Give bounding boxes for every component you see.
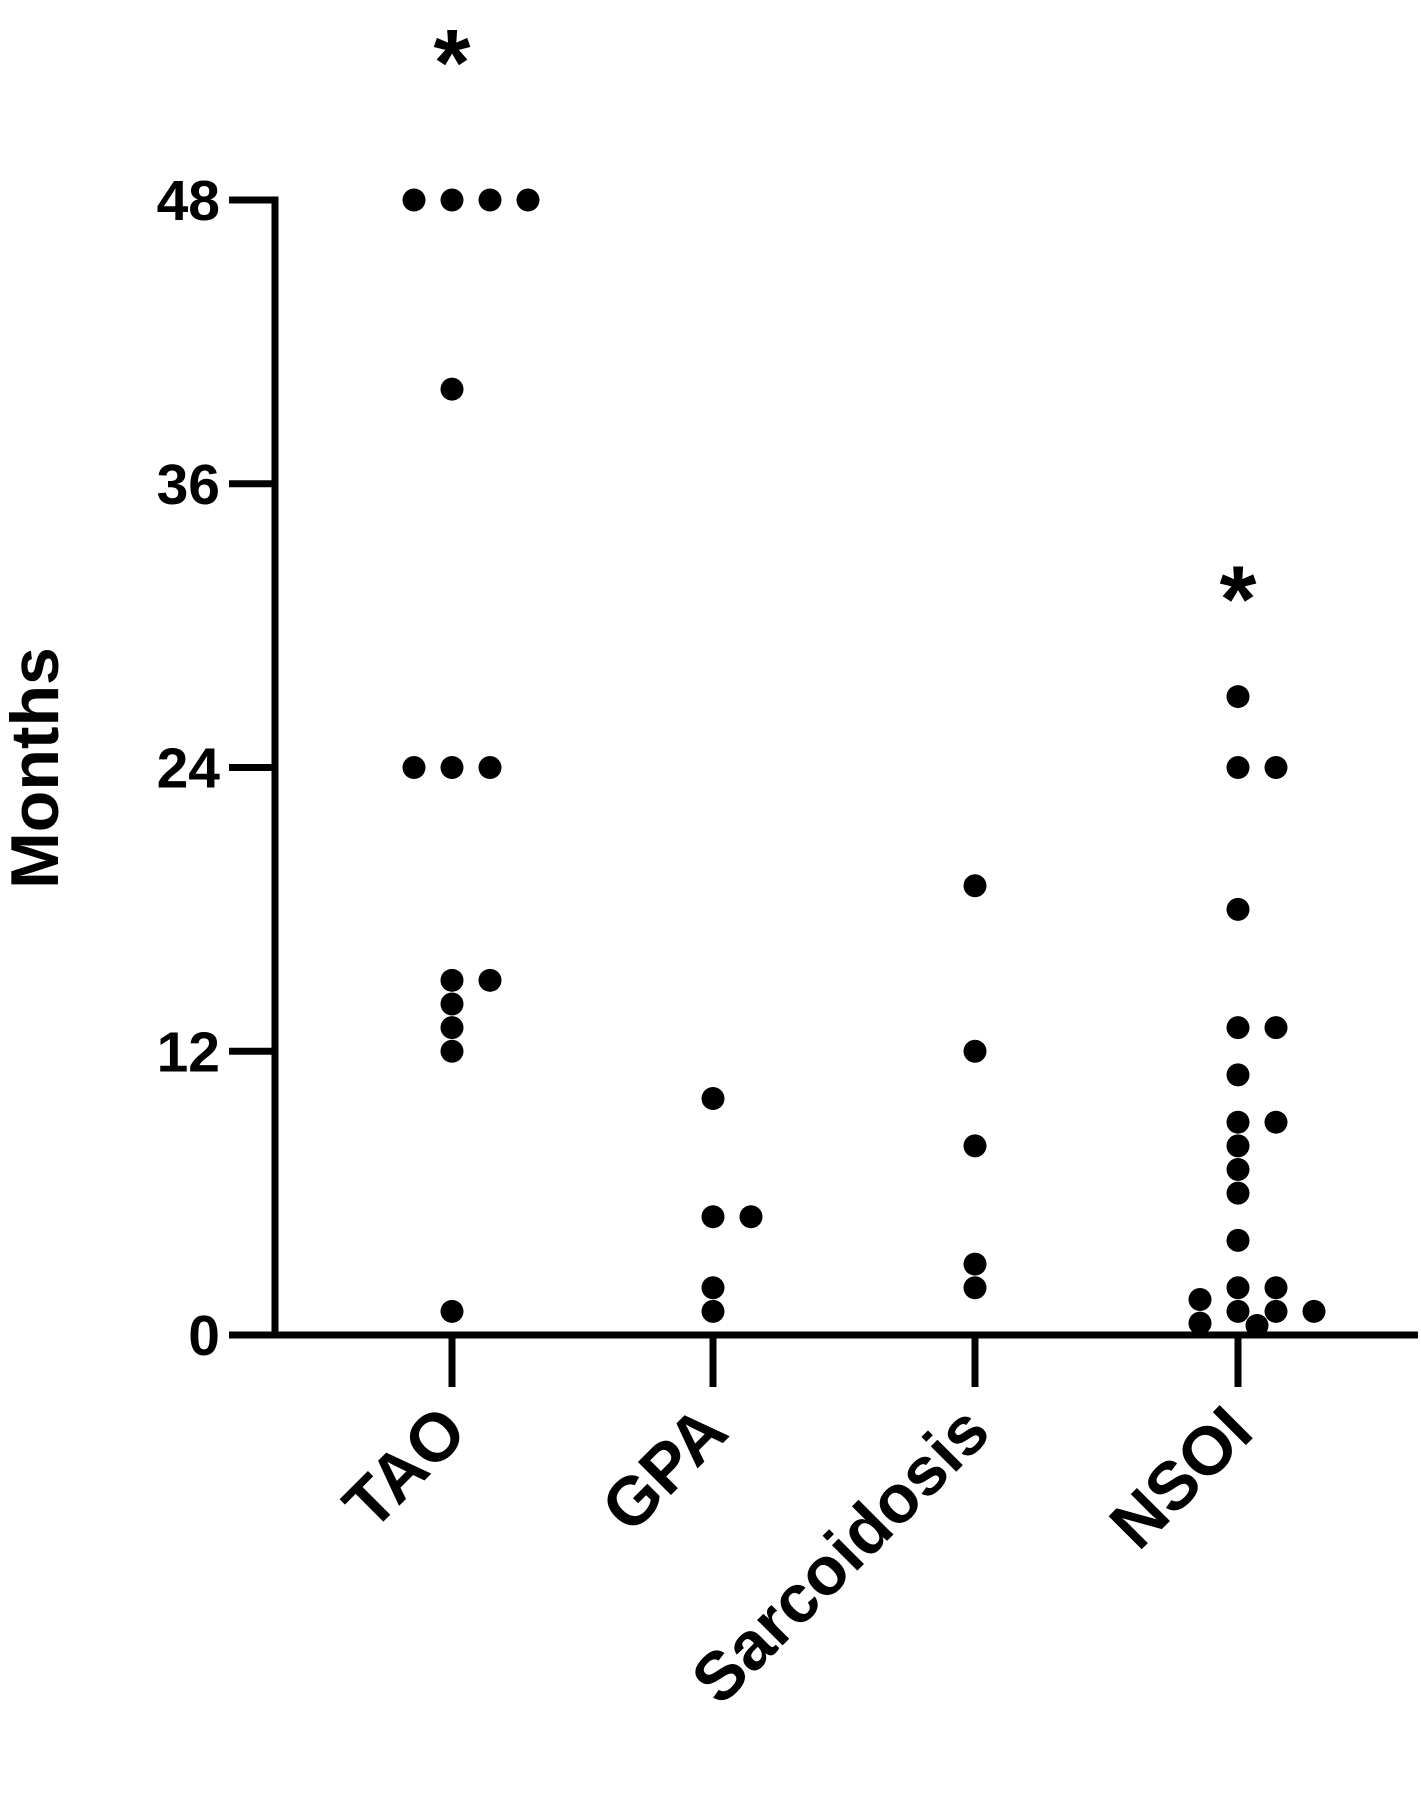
data-point [739, 1205, 763, 1229]
data-point [1226, 685, 1250, 709]
data-point [1226, 756, 1250, 779]
data-point [402, 756, 426, 779]
data-point [440, 992, 464, 1016]
data-point [1226, 1110, 1250, 1134]
data-point [1264, 756, 1288, 779]
data-point [701, 1299, 725, 1323]
y-tick-label: 36 [157, 453, 220, 517]
data-point [1264, 1016, 1288, 1040]
data-point [1188, 1288, 1212, 1312]
data-point [516, 188, 540, 212]
data-point [1302, 1299, 1326, 1323]
data-point [440, 1039, 464, 1063]
y-tick-label: 0 [188, 1304, 220, 1368]
data-point [440, 756, 464, 779]
annotation: * [1220, 547, 1257, 653]
data-point [963, 1134, 987, 1158]
data-point [1226, 1157, 1250, 1181]
data-point [478, 968, 502, 992]
data-point [701, 1276, 725, 1300]
x-tick-label: NSOI [1095, 1392, 1266, 1563]
data-point [963, 1039, 987, 1063]
y-tick-label: 12 [157, 1020, 220, 1084]
data-point [440, 188, 464, 212]
data-point [402, 188, 426, 212]
y-axis-label: Months [0, 647, 73, 889]
data-point [963, 1276, 987, 1300]
data-point [701, 1205, 725, 1229]
annotation: * [434, 10, 471, 116]
data-point [1264, 1276, 1288, 1300]
data-point [440, 1016, 464, 1040]
x-tick-label: GPA [587, 1392, 741, 1546]
data-point [1245, 1314, 1269, 1338]
y-tick-label: 48 [157, 169, 220, 233]
data-point [1264, 1299, 1288, 1323]
data-point [1226, 1016, 1250, 1040]
data-point [1226, 1276, 1250, 1300]
data-point [1188, 1311, 1212, 1335]
data-point [963, 874, 987, 898]
data-point [478, 188, 502, 212]
data-point [1226, 1134, 1250, 1158]
y-tick-label: 24 [157, 737, 221, 801]
data-point [1226, 897, 1250, 921]
data-point [478, 756, 502, 779]
data-point [440, 1299, 464, 1323]
data-point [1226, 1299, 1250, 1323]
data-point [701, 1087, 725, 1111]
data-point [440, 968, 464, 992]
data-point [1226, 1181, 1250, 1205]
x-tick-label: TAO [329, 1392, 481, 1544]
data-point [963, 1252, 987, 1276]
data-point [1226, 1228, 1250, 1252]
data-point [1264, 1110, 1288, 1134]
data-point [1226, 1063, 1250, 1087]
data-point [440, 377, 464, 401]
